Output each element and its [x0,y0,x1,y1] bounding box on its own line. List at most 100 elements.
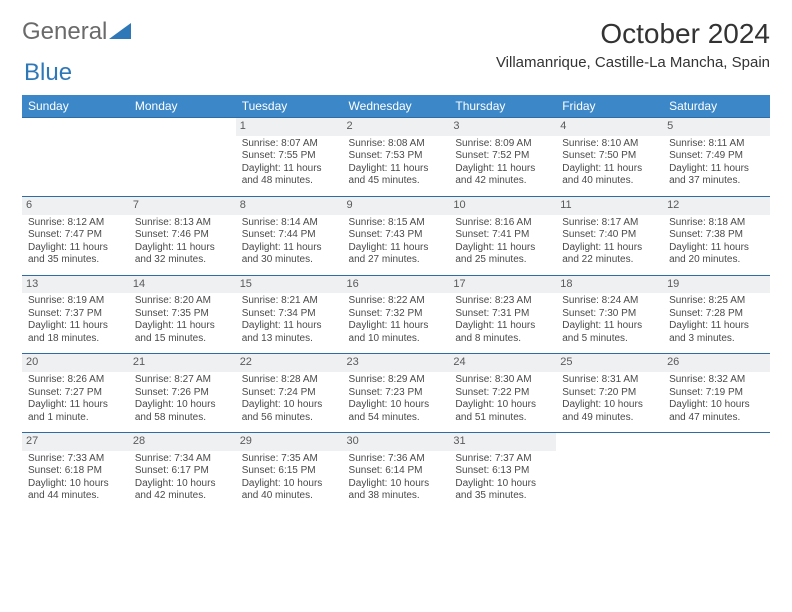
day-number: 18 [556,276,663,294]
calendar-day-cell: 18Sunrise: 8:24 AMSunset: 7:30 PMDayligh… [556,275,663,354]
sunrise-text: Sunrise: 7:37 AM [455,453,550,466]
brand-triangle-icon [109,18,131,46]
daylight-text: and 13 minutes. [242,333,337,346]
calendar-day-cell: 11Sunrise: 8:17 AMSunset: 7:40 PMDayligh… [556,196,663,275]
calendar-week-row: 27Sunrise: 7:33 AMSunset: 6:18 PMDayligh… [22,433,770,511]
daylight-text: and 3 minutes. [669,333,764,346]
daylight-text: and 27 minutes. [349,254,444,267]
daylight-text: Daylight: 11 hours [455,320,550,333]
calendar-day-cell: 28Sunrise: 7:34 AMSunset: 6:17 PMDayligh… [129,433,236,511]
calendar-day-cell: 31 Sunrise: 7:37 AMSunset: 6:13 PMDayligh… [449,433,556,511]
sunrise-text: Sunrise: 8:09 AM [455,138,550,151]
sunset-text: Sunset: 7:43 PM [349,229,444,242]
brand-logo: General [22,18,131,46]
day-header: Saturday [663,95,770,118]
day-number: 24 [449,354,556,372]
sunset-text: Sunset: 6:13 PM [455,465,550,478]
day-header: Thursday [449,95,556,118]
sunset-text: Sunset: 7:49 PM [669,150,764,163]
calendar-day-cell: 10Sunrise: 8:16 AMSunset: 7:41 PMDayligh… [449,196,556,275]
sunset-text: Sunset: 7:47 PM [28,229,123,242]
daylight-text: Daylight: 11 hours [242,320,337,333]
daylight-text: Daylight: 10 hours [242,399,337,412]
sunrise-text: Sunrise: 8:25 AM [669,295,764,308]
daylight-text: Daylight: 11 hours [669,163,764,176]
daylight-text: and 56 minutes. [242,412,337,425]
sunrise-text: Sunrise: 8:17 AM [562,217,657,230]
day-number: 29 [236,433,343,451]
sunset-text: Sunset: 6:18 PM [28,465,123,478]
calendar-day-cell [663,433,770,511]
sunrise-text: Sunrise: 8:21 AM [242,295,337,308]
sunset-text: Sunset: 7:52 PM [455,150,550,163]
calendar-table: SundayMondayTuesdayWednesdayThursdayFrid… [22,95,770,511]
daylight-text: and 51 minutes. [455,412,550,425]
daylight-text: Daylight: 11 hours [135,320,230,333]
daylight-text: Daylight: 10 hours [135,478,230,491]
sunset-text: Sunset: 7:35 PM [135,308,230,321]
location-text: Villamanrique, Castille-La Mancha, Spain [496,54,770,71]
daylight-text: and 5 minutes. [562,333,657,346]
daylight-text: Daylight: 10 hours [455,478,550,491]
daylight-text: and 38 minutes. [349,490,444,503]
day-header: Tuesday [236,95,343,118]
daylight-text: and 35 minutes. [455,490,550,503]
day-number: 19 [663,276,770,294]
daylight-text: and 49 minutes. [562,412,657,425]
day-number: 12 [663,197,770,215]
day-number: 14 [129,276,236,294]
sunrise-text: Sunrise: 8:22 AM [349,295,444,308]
sunrise-text: Sunrise: 8:29 AM [349,374,444,387]
sunset-text: Sunset: 7:41 PM [455,229,550,242]
sunrise-text: Sunrise: 8:23 AM [455,295,550,308]
day-number: 8 [236,197,343,215]
daylight-text: and 10 minutes. [349,333,444,346]
day-number: 5 [663,118,770,136]
calendar-day-cell: 8Sunrise: 8:14 AMSunset: 7:44 PMDaylight… [236,196,343,275]
sunset-text: Sunset: 7:28 PM [669,308,764,321]
calendar-day-cell: 30Sunrise: 7:36 AMSunset: 6:14 PMDayligh… [343,433,450,511]
daylight-text: and 40 minutes. [562,175,657,188]
sunrise-text: Sunrise: 8:18 AM [669,217,764,230]
day-number: 16 [343,276,450,294]
brand-part2: Blue [22,59,72,86]
day-number: 23 [343,354,450,372]
sunset-text: Sunset: 6:17 PM [135,465,230,478]
daylight-text: Daylight: 11 hours [135,242,230,255]
calendar-day-cell: 21Sunrise: 8:27 AMSunset: 7:26 PMDayligh… [129,354,236,433]
daylight-text: Daylight: 11 hours [28,242,123,255]
day-header: Friday [556,95,663,118]
sunrise-text: Sunrise: 8:30 AM [455,374,550,387]
day-number: 27 [22,433,129,451]
sunset-text: Sunset: 7:23 PM [349,387,444,400]
daylight-text: and 35 minutes. [28,254,123,267]
day-number: 20 [22,354,129,372]
sunrise-text: Sunrise: 8:20 AM [135,295,230,308]
sunset-text: Sunset: 7:32 PM [349,308,444,321]
calendar-day-cell [129,118,236,197]
sunrise-text: Sunrise: 8:12 AM [28,217,123,230]
sunset-text: Sunset: 7:50 PM [562,150,657,163]
sunset-text: Sunset: 7:40 PM [562,229,657,242]
daylight-text: Daylight: 11 hours [562,320,657,333]
day-number: 2 [343,118,450,136]
sunrise-text: Sunrise: 7:35 AM [242,453,337,466]
day-number: 9 [343,197,450,215]
daylight-text: Daylight: 11 hours [562,163,657,176]
sunrise-text: Sunrise: 8:14 AM [242,217,337,230]
daylight-text: and 22 minutes. [562,254,657,267]
sunset-text: Sunset: 7:53 PM [349,150,444,163]
day-number: 10 [449,197,556,215]
daylight-text: and 48 minutes. [242,175,337,188]
day-number: 31 [449,433,556,451]
sunrise-text: Sunrise: 8:24 AM [562,295,657,308]
day-number: 30 [343,433,450,451]
calendar-body: 1Sunrise: 8:07 AMSunset: 7:55 PMDaylight… [22,118,770,511]
calendar-week-row: 20Sunrise: 8:26 AMSunset: 7:27 PMDayligh… [22,354,770,433]
sunrise-text: Sunrise: 8:13 AM [135,217,230,230]
daylight-text: and 1 minute. [28,412,123,425]
calendar-day-cell: 16Sunrise: 8:22 AMSunset: 7:32 PMDayligh… [343,275,450,354]
day-number: 22 [236,354,343,372]
calendar-day-cell: 29Sunrise: 7:35 AMSunset: 6:15 PMDayligh… [236,433,343,511]
day-number: 26 [663,354,770,372]
